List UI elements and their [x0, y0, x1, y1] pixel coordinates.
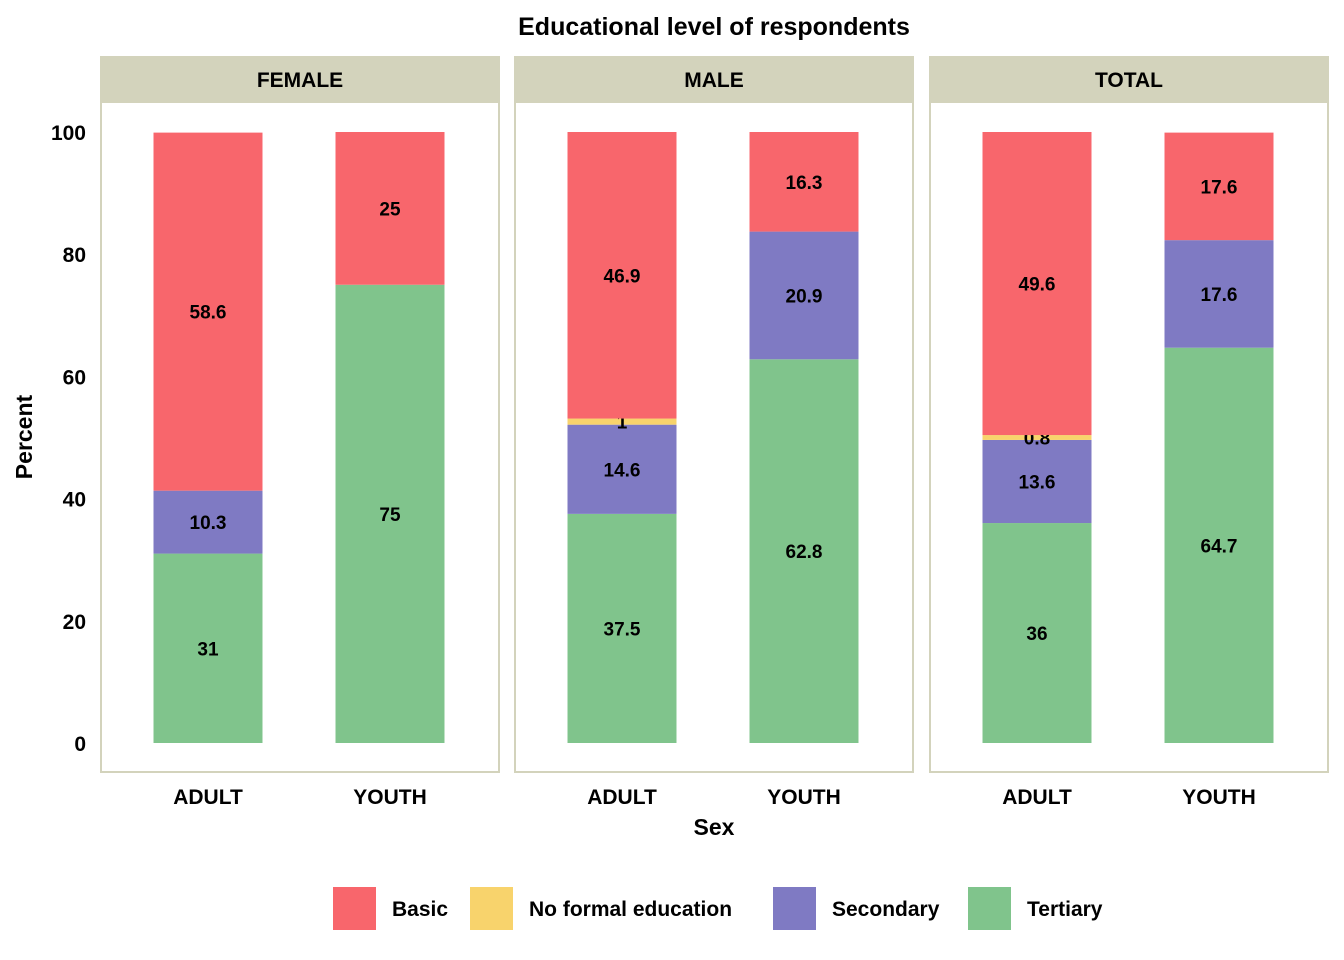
bar-segment-basic: [153, 132, 263, 491]
bar-segment-basic: [335, 132, 445, 285]
panel-female: FEMALE 31 10.3 58.6 ADULT 75 25 YOUTH: [100, 56, 500, 809]
bar-segment-tertiary: [982, 523, 1092, 743]
bar-segment-basic: [1164, 132, 1274, 241]
x-tick-label: YOUTH: [353, 786, 427, 809]
x-axis-title: Sex: [694, 814, 735, 840]
bar-segment-tertiary: [1164, 347, 1274, 743]
y-tick-label: 60: [63, 366, 86, 389]
bar-adult: 31 10.3 58.6: [153, 132, 263, 743]
data-label: 49.6: [1019, 275, 1056, 296]
bar-segment-basic: [749, 132, 859, 232]
data-label: 16.3: [786, 173, 823, 194]
bar-segment-tertiary: [335, 284, 445, 743]
y-axis: 0 20 40 60 80 100: [51, 122, 86, 756]
panel-strip: [100, 56, 500, 103]
y-tick-label: 100: [51, 122, 86, 145]
data-label: 62.8: [786, 542, 823, 563]
data-label: 58.6: [190, 303, 227, 324]
legend: Basic No formal education Secondary Tertiar…: [333, 887, 1103, 930]
panel-male: MALE 37.5 14.6 1 46.9 ADULT 62.8 20.9 16.3 YOUTH: [514, 56, 914, 809]
data-label: 1: [617, 413, 628, 434]
legend-item-secondary: Secondary: [773, 887, 940, 930]
chart-title: Educational level of respondents: [518, 13, 910, 41]
bar-segment-tertiary: [153, 553, 263, 743]
legend-swatch: [333, 887, 376, 930]
x-tick-label: YOUTH: [1182, 786, 1256, 809]
bar-segment-secondary: [567, 424, 677, 514]
bar-youth: 75 25: [335, 132, 445, 743]
data-label: 20.9: [786, 286, 823, 307]
x-tick-label: YOUTH: [767, 786, 841, 809]
bar-adult: 37.5 14.6 1 46.9: [567, 132, 677, 743]
y-tick-label: 20: [63, 611, 86, 634]
legend-label: No formal education: [529, 898, 732, 921]
data-label: 14.6: [604, 460, 641, 481]
bar-youth: 62.8 20.9 16.3: [749, 132, 859, 743]
panel-strip: [514, 56, 914, 103]
panel-strip-label: MALE: [684, 69, 744, 92]
bar-segment-basic: [567, 132, 677, 419]
panel-strip-label: TOTAL: [1095, 69, 1163, 92]
data-label: 17.6: [1201, 285, 1238, 306]
y-axis-title: Percent: [11, 394, 37, 479]
panel-strip-label: FEMALE: [257, 69, 343, 92]
bar-youth: 64.7 17.6 17.6: [1164, 132, 1274, 743]
y-tick-label: 0: [74, 733, 86, 756]
bar-segment-no-formal-education: [567, 418, 677, 425]
data-label: 64.7: [1201, 536, 1238, 557]
data-label: 31: [197, 639, 219, 660]
legend-swatch: [470, 887, 513, 930]
x-tick-label: ADULT: [587, 786, 657, 809]
legend-swatch: [968, 887, 1011, 930]
legend-item-tertiary: Tertiary: [968, 887, 1103, 930]
bar-segment-secondary: [1164, 240, 1274, 348]
legend-swatch: [773, 887, 816, 930]
legend-item-basic: Basic: [333, 887, 448, 930]
bar-segment-basic: [982, 132, 1092, 436]
bar-segment-secondary: [749, 231, 859, 360]
data-label: 10.3: [190, 513, 227, 534]
legend-item-no-formal-education: No formal education: [470, 887, 732, 930]
x-tick-label: ADULT: [173, 786, 243, 809]
data-label: 36: [1026, 624, 1047, 645]
legend-label: Secondary: [832, 898, 940, 921]
data-label: 37.5: [604, 619, 641, 640]
data-label: 17.6: [1201, 177, 1238, 198]
legend-label: Tertiary: [1027, 898, 1103, 921]
legend-label: Basic: [392, 898, 448, 921]
y-tick-label: 80: [63, 244, 86, 267]
bar-segment-tertiary: [567, 513, 677, 743]
panel-strip: [929, 56, 1329, 103]
bar-segment-secondary: [153, 490, 263, 554]
bar-segment-secondary: [982, 439, 1092, 524]
y-tick-label: 40: [63, 489, 86, 512]
data-label: 75: [379, 505, 401, 526]
x-tick-label: ADULT: [1002, 786, 1072, 809]
data-label: 25: [379, 199, 401, 220]
bar-segment-tertiary: [749, 359, 859, 743]
data-label: 46.9: [604, 266, 641, 287]
facet-panels: FEMALE3110.358.6ADULT7525YOUTHMALE37.514…: [100, 56, 1329, 809]
bar-segment-no-formal-education: [982, 435, 1092, 440]
data-label: 13.6: [1019, 472, 1056, 493]
